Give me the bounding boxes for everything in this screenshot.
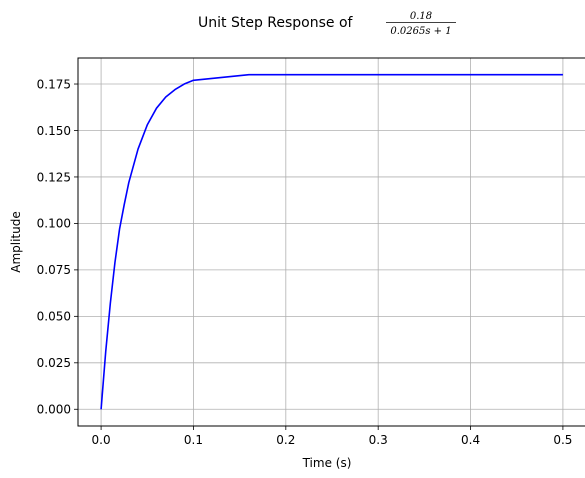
y-tick-label: 0.175	[37, 77, 71, 91]
transfer-function-denominator: 0.0265s + 1	[390, 26, 451, 37]
step-response-line	[100, 73, 563, 410]
chart-title-prefix: Unit Step Response of	[198, 15, 354, 31]
chart-title: Unit Step Response of 0.18 0.0265s + 1	[198, 11, 456, 37]
y-axis-label: Amplitude	[9, 211, 23, 273]
y-tick-label: 0.075	[37, 263, 71, 277]
y-tick-label: 0.100	[37, 217, 71, 231]
x-tick-label: 0.5	[553, 433, 572, 447]
series-layer	[100, 73, 563, 410]
plot-area-frame	[77, 57, 585, 427]
x-tick-label: 0.0	[92, 433, 111, 447]
y-tick-label: 0.050	[37, 310, 71, 324]
y-tick-label: 0.125	[37, 170, 71, 184]
y-tick-label: 0.150	[37, 124, 71, 138]
y-tick-label: 0.000	[37, 403, 71, 417]
x-tick-label: 0.3	[369, 433, 388, 447]
y-tick-label: 0.025	[37, 356, 71, 370]
x-tick-label: 0.2	[276, 433, 295, 447]
axis-ticks: 0.0 0.1 0.2 0.3 0.4 0.5 0.000 0.025 0.050 0.075 0.…	[37, 77, 573, 447]
transfer-function-numerator: 0.18	[410, 11, 432, 22]
x-axis-label: Time (s)	[302, 456, 352, 470]
grid	[78, 58, 585, 426]
x-tick-label: 0.1	[184, 433, 203, 447]
x-tick-label: 0.4	[461, 433, 480, 447]
